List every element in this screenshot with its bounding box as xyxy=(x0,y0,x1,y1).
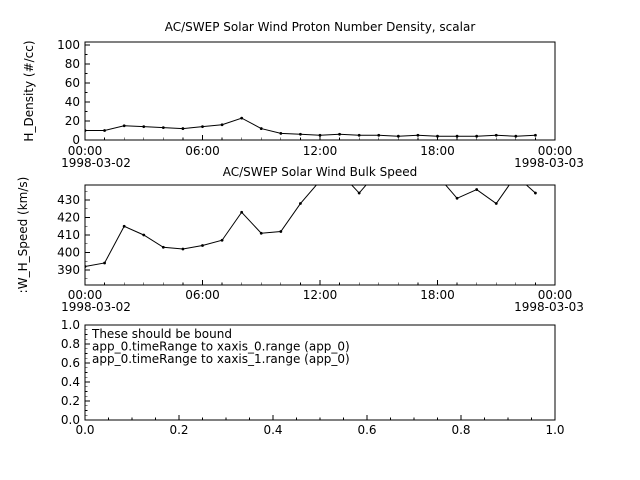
data-point xyxy=(240,116,244,120)
x-tick-label: 0.8 xyxy=(451,423,470,437)
y-tick-label: 390 xyxy=(57,263,80,277)
data-point xyxy=(220,238,224,242)
x-tick-label: 0.6 xyxy=(357,423,376,437)
data-point xyxy=(142,233,146,237)
data-point xyxy=(161,245,165,249)
y-tick-label: 0.2 xyxy=(61,394,80,408)
data-point xyxy=(475,188,479,191)
data-point xyxy=(220,123,224,127)
x-tick-label: 12:00 xyxy=(303,144,338,158)
data-point xyxy=(494,133,498,137)
y-tick-label: 400 xyxy=(57,245,80,259)
data-point xyxy=(357,191,361,195)
x-tick-label: 06:00 xyxy=(185,144,220,158)
plot1-title: AC/SWEP Solar Wind Proton Number Density… xyxy=(165,20,476,34)
data-point xyxy=(318,133,322,137)
data-point xyxy=(416,133,420,137)
x-tick-label: 18:00 xyxy=(420,144,455,158)
y-tick-label: 430 xyxy=(57,193,80,207)
data-point xyxy=(181,247,185,251)
x-tick-label: 0.0 xyxy=(75,423,94,437)
data-point xyxy=(514,134,518,138)
y-tick-label: 1.0 xyxy=(61,318,80,332)
x-tick-label: 18:00 xyxy=(420,288,455,302)
plot2-ylabel: :W_H_Speed (km/s) xyxy=(16,177,30,294)
y-tick-label: 410 xyxy=(57,228,80,242)
x-tick-label: 0.2 xyxy=(169,423,188,437)
data-series-0 xyxy=(85,117,536,137)
data-point xyxy=(103,261,106,265)
y-tick-label: 80 xyxy=(65,57,80,71)
plot2-title: AC/SWEP Solar Wind Bulk Speed xyxy=(223,165,417,179)
data-point xyxy=(436,174,439,177)
plot1-ylabel: H_Density (#/cc) xyxy=(22,40,36,141)
y-tick-label: 0 xyxy=(72,133,80,147)
data-point xyxy=(240,210,244,214)
data-point xyxy=(534,191,537,195)
data-point xyxy=(377,133,381,137)
data-point xyxy=(122,224,126,228)
data-point xyxy=(436,134,439,138)
x-tick-label: 00:00 xyxy=(538,144,573,158)
x-tick-label: 1.0 xyxy=(545,423,564,437)
y-tick-label: 420 xyxy=(57,211,80,225)
data-point xyxy=(514,174,517,177)
data-point xyxy=(85,265,87,268)
data-point xyxy=(338,132,341,136)
y-tick-label: 100 xyxy=(57,38,80,52)
x-tick-label: 12:00 xyxy=(303,288,338,302)
y-tick-label: 20 xyxy=(65,114,80,128)
y-tick-label: 40 xyxy=(65,95,80,109)
annotation-line: app_0.timeRange to xaxis_0.range (app_0) xyxy=(92,340,350,354)
y-tick-label: 0.8 xyxy=(61,337,80,351)
data-point xyxy=(201,125,204,129)
data-point xyxy=(181,127,185,130)
data-point xyxy=(397,160,400,163)
data-point xyxy=(142,125,146,129)
data-point xyxy=(279,230,283,233)
data-point xyxy=(85,129,87,132)
plot2-xaxis-end-date: 1998-03-03 xyxy=(514,300,584,314)
data-point xyxy=(534,133,537,137)
data-point xyxy=(201,244,204,247)
plot-area-1[interactable] xyxy=(84,184,556,286)
data-series-1 xyxy=(85,185,536,267)
data-point xyxy=(259,127,263,130)
data-point xyxy=(455,134,459,138)
plot1-xaxis-start-date: 1998-03-02 xyxy=(61,156,131,170)
data-point xyxy=(475,134,479,138)
data-point xyxy=(319,179,322,182)
data-point xyxy=(357,133,361,137)
data-point xyxy=(396,134,400,138)
y-tick-label: 60 xyxy=(65,76,80,90)
plot2-xaxis-start-date: 1998-03-02 xyxy=(61,300,131,314)
data-point xyxy=(122,124,126,128)
plot1-xaxis-end-date: 1998-03-03 xyxy=(514,156,584,170)
data-point xyxy=(259,231,263,235)
data-point xyxy=(103,129,106,132)
x-tick-label: 06:00 xyxy=(185,288,220,302)
y-tick-label: 0.4 xyxy=(61,375,80,389)
data-point xyxy=(494,202,498,205)
data-point xyxy=(161,126,165,130)
x-tick-label: 0.4 xyxy=(263,423,282,437)
plot-area-0[interactable] xyxy=(84,41,556,141)
y-tick-label: 0.0 xyxy=(61,413,80,427)
data-point xyxy=(279,131,283,135)
data-point xyxy=(299,132,302,136)
data-point xyxy=(299,202,302,205)
y-tick-label: 0.6 xyxy=(61,356,80,370)
x-tick-label: 00:00 xyxy=(538,288,573,302)
x-tick-label: 00:00 xyxy=(68,288,103,302)
x-tick-label: 00:00 xyxy=(68,144,103,158)
data-point xyxy=(455,196,459,200)
annotation-line: These should be bound xyxy=(91,327,232,341)
annotation-line: app_0.timeRange to xaxis_1.range (app_0) xyxy=(92,352,350,366)
